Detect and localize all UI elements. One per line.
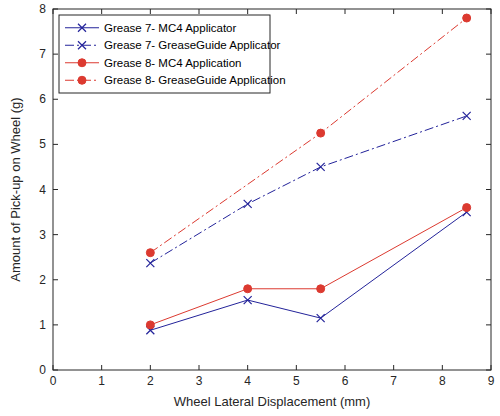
series-marker xyxy=(244,200,252,208)
x-tick-label: 9 xyxy=(488,374,495,388)
series-marker xyxy=(244,285,252,293)
x-tick-top xyxy=(247,9,248,14)
y-tick-label: 7 xyxy=(39,47,46,61)
x-tick-top xyxy=(442,9,443,14)
axes-frame xyxy=(53,9,491,370)
legend-label: Grease 8- MC4 Application xyxy=(104,57,241,69)
series-marker xyxy=(244,296,252,304)
y-tick xyxy=(53,54,58,55)
legend-marker xyxy=(78,24,86,32)
y-tick xyxy=(53,234,58,235)
legend-marker xyxy=(78,59,86,67)
series-marker xyxy=(463,14,471,22)
x-tick xyxy=(393,365,394,370)
legend-label: Grease 7- MC4 Applicator xyxy=(104,22,236,34)
x-tick-top xyxy=(101,9,102,14)
x-tick-label: 7 xyxy=(390,374,397,388)
x-tick-label: 8 xyxy=(439,374,446,388)
y-tick-right xyxy=(486,144,491,145)
series-marker xyxy=(463,112,471,120)
series-marker xyxy=(146,259,154,267)
x-tick-top xyxy=(345,9,346,14)
x-tick-label: 3 xyxy=(196,374,203,388)
chart: 0 1 2 3 4 5 6 7 8 9 0 1 2 3 4 5 6 7 8 Wheel Lateral Displac… xyxy=(0,0,500,416)
y-axis-label: Amount of Pick-up on Wheel (g) xyxy=(8,97,23,281)
y-tick xyxy=(53,189,58,190)
x-tick-top xyxy=(150,9,151,14)
x-tick-label: 6 xyxy=(342,374,349,388)
series-marker xyxy=(463,204,471,212)
x-tick-label: 0 xyxy=(50,374,57,388)
x-tick xyxy=(345,365,346,370)
x-tick-label: 2 xyxy=(147,374,154,388)
x-tick xyxy=(296,365,297,370)
series-marker xyxy=(146,249,154,257)
legend: Grease 7- MC4 Applicator Grease 7- Grease… xyxy=(59,15,286,93)
y-tick xyxy=(53,99,58,100)
y-tick xyxy=(53,279,58,280)
y-tick-right xyxy=(486,234,491,235)
y-tick-right xyxy=(486,54,491,55)
series-marker xyxy=(317,314,325,322)
legend-marker xyxy=(78,41,86,49)
x-tick-top xyxy=(199,9,200,14)
legend-marker xyxy=(78,76,86,84)
x-tick xyxy=(101,365,102,370)
y-tick-right xyxy=(486,324,491,325)
x-tick-label: 4 xyxy=(244,374,251,388)
series-marker xyxy=(317,285,325,293)
y-tick-label: 3 xyxy=(39,228,46,242)
legend-label: Grease 8- GreaseGuide Application xyxy=(104,74,286,86)
y-tick-label: 0 xyxy=(39,363,46,377)
x-tick xyxy=(247,365,248,370)
y-tick-label: 5 xyxy=(39,137,46,151)
x-tick-top xyxy=(393,9,394,14)
x-tick xyxy=(199,365,200,370)
y-tick-label: 2 xyxy=(39,273,46,287)
plot-area xyxy=(53,9,491,370)
y-tick xyxy=(53,144,58,145)
series-marker xyxy=(317,129,325,137)
x-tick-label: 5 xyxy=(293,374,300,388)
x-tick-label: 1 xyxy=(98,374,105,388)
y-tick-right xyxy=(486,189,491,190)
x-tick-top xyxy=(296,9,297,14)
y-tick-right xyxy=(486,99,491,100)
y-tick-label: 8 xyxy=(39,2,46,16)
y-tick-label: 1 xyxy=(39,318,46,332)
y-tick-label: 6 xyxy=(39,92,46,106)
series-marker xyxy=(146,321,154,329)
y-tick xyxy=(53,324,58,325)
x-tick xyxy=(150,365,151,370)
series-line xyxy=(150,208,466,325)
series-marker xyxy=(317,163,325,171)
x-tick xyxy=(442,365,443,370)
series-line xyxy=(150,116,466,263)
background xyxy=(0,0,500,416)
legend-label: Grease 7- GreaseGuide Applicator xyxy=(104,39,281,51)
y-tick-label: 4 xyxy=(39,183,46,197)
y-tick-right xyxy=(486,279,491,280)
x-axis-label: Wheel Lateral Displacement (mm) xyxy=(174,394,371,409)
series-line xyxy=(150,212,466,330)
